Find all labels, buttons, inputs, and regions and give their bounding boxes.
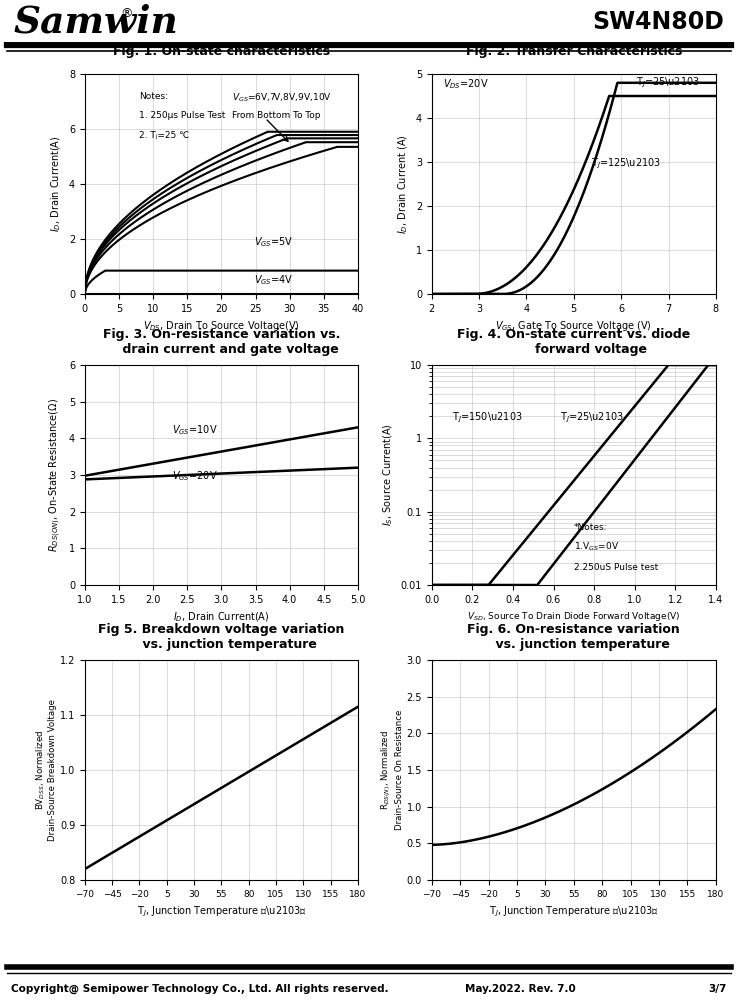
Text: *Notes:: *Notes: [574,523,607,532]
Y-axis label: R$_{DS(N)}$, Normalized
Drain-Source On Resistance: R$_{DS(N)}$, Normalized Drain-Source On … [379,710,404,830]
Text: T$_J$=150\u2103: T$_J$=150\u2103 [452,410,523,425]
Text: T$_J$=125\u2103: T$_J$=125\u2103 [591,157,661,171]
Text: ®: ® [120,7,133,20]
Text: Fig. 6. On-resistance variation
    vs. junction temperature: Fig. 6. On-resistance variation vs. junc… [467,623,680,651]
X-axis label: T$_J$, Junction Temperature （\u2103）: T$_J$, Junction Temperature （\u2103） [137,904,306,919]
Text: 1.V$_{GS}$=0V: 1.V$_{GS}$=0V [574,541,619,553]
Text: Copyright@ Semipower Technology Co., Ltd. All rights reserved.: Copyright@ Semipower Technology Co., Ltd… [11,983,389,994]
Text: $V_{GS}$=4V: $V_{GS}$=4V [254,273,294,287]
Text: Fig. 2. Transfer Characteristics: Fig. 2. Transfer Characteristics [466,44,682,57]
X-axis label: $I_D$, Drain Current(A): $I_D$, Drain Current(A) [173,610,269,624]
Text: T$_J$=25\u2103: T$_J$=25\u2103 [559,410,624,425]
X-axis label: $V_{GS}$, Gate To Source Voltage (V): $V_{GS}$, Gate To Source Voltage (V) [495,319,652,333]
Text: SW4N80D: SW4N80D [592,10,724,34]
Text: Fig. 3. On-resistance variation vs.
    drain current and gate voltage: Fig. 3. On-resistance variation vs. drai… [103,328,340,356]
Y-axis label: BV$_{DSS}$, Normalized
Drain-Source Breakdown Voltage: BV$_{DSS}$, Normalized Drain-Source Brea… [34,699,57,841]
Y-axis label: $R_{DS(ON)}$, On-State Resistance($\Omega$): $R_{DS(ON)}$, On-State Resistance($\Omeg… [48,398,63,552]
Text: 2. Tⱼ=25 ℃: 2. Tⱼ=25 ℃ [139,131,190,140]
Text: 1. 250μs Pulse Test: 1. 250μs Pulse Test [139,111,226,120]
X-axis label: $V_{SD}$, Source To Drain Diode Forward Voltage(V): $V_{SD}$, Source To Drain Diode Forward … [467,610,680,623]
Text: 2.250uS Pulse test: 2.250uS Pulse test [574,563,658,572]
Text: $V_{GS}$=6V,7V,8V,9V,10V: $V_{GS}$=6V,7V,8V,9V,10V [232,92,332,104]
Text: Fig 5. Breakdown voltage variation
    vs. junction temperature: Fig 5. Breakdown voltage variation vs. j… [98,623,345,651]
Text: $V_{GS}$=5V: $V_{GS}$=5V [254,236,294,249]
Text: May.2022. Rev. 7.0: May.2022. Rev. 7.0 [465,984,576,994]
X-axis label: T$_J$, Junction Temperature （\u2103）: T$_J$, Junction Temperature （\u2103） [489,904,658,919]
Y-axis label: $I_D$, Drain Current (A): $I_D$, Drain Current (A) [396,134,410,234]
Text: 3/7: 3/7 [708,984,727,994]
Text: Fig. 4. On-state current vs. diode
        forward voltage: Fig. 4. On-state current vs. diode forwa… [457,328,691,356]
Text: Notes:: Notes: [139,92,168,101]
Text: $V_{GS}$=20V: $V_{GS}$=20V [172,469,218,483]
Text: Samwin: Samwin [14,3,179,40]
Text: From Bottom To Top: From Bottom To Top [232,111,321,120]
Text: T$_J$=25\u2103: T$_J$=25\u2103 [636,75,700,90]
Text: $V_{DS}$=20V: $V_{DS}$=20V [443,77,489,91]
X-axis label: $V_{DS}$, Drain To Source Voltage(V): $V_{DS}$, Drain To Source Voltage(V) [143,319,300,333]
Text: Fig. 1. On-state characteristics: Fig. 1. On-state characteristics [113,44,330,57]
Y-axis label: $I_S$, Source Current(A): $I_S$, Source Current(A) [382,424,395,526]
Text: $V_{GS}$=10V: $V_{GS}$=10V [172,423,218,437]
Y-axis label: $I_D$, Drain Current(A): $I_D$, Drain Current(A) [49,136,63,232]
